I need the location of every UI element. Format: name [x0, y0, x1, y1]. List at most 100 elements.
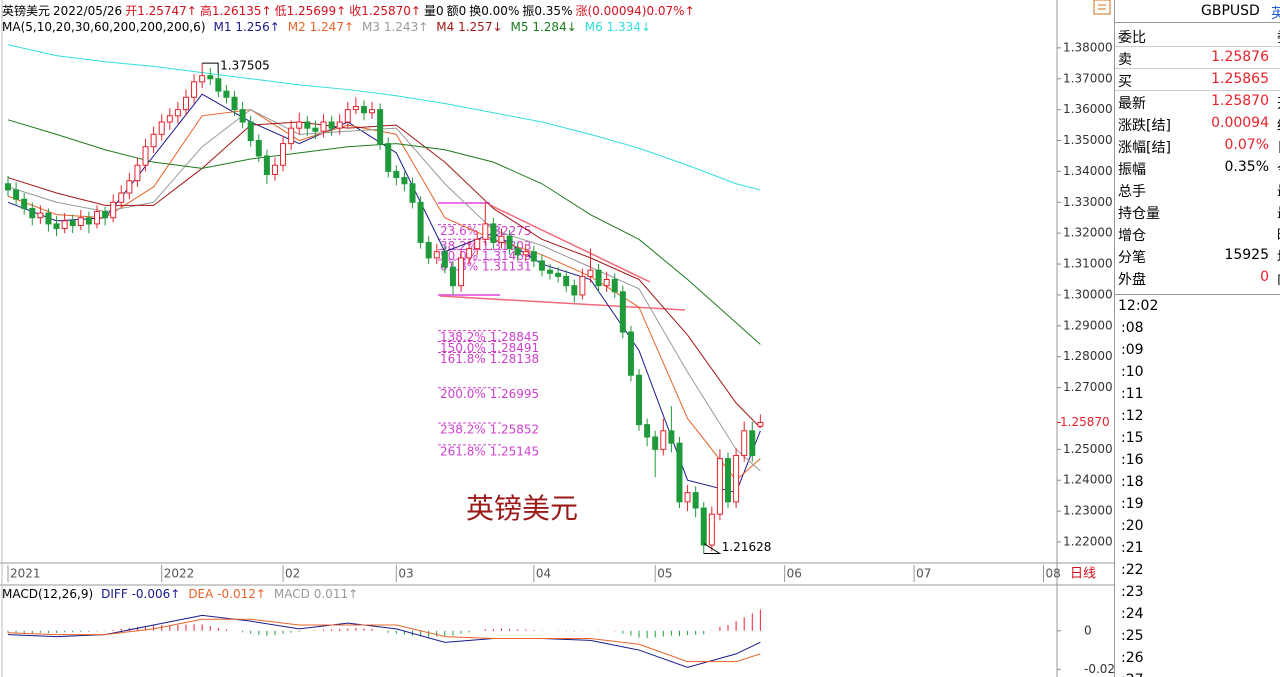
ma-legend-item: M5 1.284↓: [511, 20, 577, 34]
candle-body: [280, 143, 287, 166]
row-label: 总手: [1118, 184, 1146, 200]
candle-body: [29, 207, 36, 219]
candle-body: [215, 78, 222, 92]
tick-time: :12: [1121, 408, 1144, 424]
candle-body: [377, 109, 384, 145]
header-field: 振0.35%: [522, 4, 573, 18]
fib-label: 261.8% 1.25145: [440, 444, 539, 458]
candle-body: [247, 121, 254, 142]
series-name: DEA: [188, 587, 214, 601]
row-tail: 委: [1277, 27, 1280, 47]
candle-body: [708, 513, 715, 546]
candle-body: [134, 164, 141, 182]
row-value: 0.35%: [1224, 159, 1269, 175]
quote-row: 振幅 0.35% 今: [1115, 156, 1280, 178]
toggle-icon[interactable]: [1093, 0, 1111, 15]
ma-line: [7, 109, 761, 472]
ma-name: M1: [213, 20, 232, 34]
candle-body: [288, 127, 295, 145]
plot: 1.38000 1.37000 1.36000 1.35000 1.34000 1.330…: [5, 40, 1114, 676]
x-tick-label: 08: [1046, 567, 1061, 581]
quote-row: 总手 最: [1115, 178, 1280, 200]
tick-time: :16: [1121, 452, 1144, 468]
candle-body: [255, 140, 262, 157]
ma-name: M4: [436, 20, 455, 34]
row-label: 分笔: [1118, 250, 1146, 266]
x-tick-label: 03: [398, 567, 413, 581]
annotation-leader: [202, 62, 219, 74]
header-field: 高1.26135↑: [199, 4, 272, 18]
quote-row: 涨跌[结] 0.00094 结: [1115, 112, 1280, 134]
chart: 1.38000 1.37000 1.36000 1.35000 1.34000 1.330…: [0, 0, 1114, 677]
x-tick-label: 06: [787, 567, 802, 581]
candle-body: [441, 251, 448, 268]
y-tick-label: 1.33000: [1063, 195, 1113, 209]
quote-row: 最新 1.25870 开: [1115, 90, 1280, 112]
candle-body: [150, 133, 157, 148]
quote-row: 持仓量 最: [1115, 200, 1280, 222]
candle-body: [482, 223, 489, 240]
candle-body: [627, 331, 634, 376]
candle-body: [611, 278, 618, 293]
tick-time: :27: [1121, 672, 1144, 677]
panel-header: GBPUSD 英: [1115, 0, 1280, 23]
series-name: MACD: [273, 587, 310, 601]
ma-value: 1.256↑: [235, 20, 280, 34]
row-tail: 开: [1277, 93, 1280, 113]
x-tick-label: 07: [916, 567, 931, 581]
quote-row: 增仓 昨: [1115, 222, 1280, 244]
candle-body: [77, 217, 84, 226]
candle-body: [571, 285, 578, 296]
x-tick-label: 05: [657, 567, 672, 581]
candle-body: [158, 121, 165, 135]
y-tick-label: 1.28000: [1063, 349, 1113, 363]
ma-value: 1.334↓: [606, 20, 652, 34]
divider: [1115, 294, 1280, 295]
y-tick-label: 1.34000: [1063, 164, 1113, 178]
candle-body: [85, 217, 92, 225]
candle-body: [393, 170, 400, 179]
y-tick-label: 1.36000: [1063, 102, 1113, 116]
tick-time: :11: [1121, 386, 1144, 402]
row-tail: 内: [1277, 269, 1280, 289]
candle-body: [409, 183, 416, 203]
ma-value: 1.257↓: [458, 20, 503, 34]
candle-body: [45, 212, 52, 225]
series-value: -0.006↑: [131, 587, 181, 601]
candle-body: [684, 492, 691, 503]
candle-body: [741, 430, 748, 457]
candle-body: [61, 220, 68, 230]
y-tick-label: 1.35000: [1063, 133, 1113, 147]
candle-body: [547, 269, 554, 274]
y-tick-label: 1.32000: [1063, 226, 1113, 240]
symbol: GBPUSD: [1201, 3, 1260, 19]
series-value: 0.011↑: [313, 587, 359, 601]
row-label: 卖: [1118, 52, 1132, 68]
x-tick-label: 2022: [164, 567, 195, 581]
candle-body: [563, 275, 570, 287]
candle-body: [587, 269, 594, 277]
ma-legend: MA(5,10,20,30,60,200,200,200,6) M1 1.256↑…: [2, 20, 651, 34]
candle-body: [344, 109, 351, 123]
candle-body: [271, 164, 278, 175]
trend-line: [439, 295, 686, 311]
candle-body: [603, 278, 610, 287]
candle-body: [69, 220, 76, 226]
candle-body: [425, 241, 432, 259]
macd-legend: MACD(12,26,9) DIFF -0.006↑ DEA -0.012↑ MACD…: [2, 587, 358, 601]
macd-line: [7, 614, 761, 668]
candle-body: [385, 143, 392, 172]
annotation-label: 1.21628: [722, 540, 772, 554]
row-tail: 结: [1277, 115, 1280, 135]
row-value: 15925: [1224, 247, 1269, 263]
candle-body: [538, 260, 545, 271]
candle-body: [182, 96, 189, 111]
candle-body: [296, 121, 303, 129]
candle-body: [716, 458, 723, 515]
tick-time: :25: [1121, 628, 1144, 644]
tick-time: :24: [1121, 606, 1144, 622]
y-tick-label: 1.22000: [1063, 534, 1113, 548]
y-tick-label: 0: [1084, 623, 1092, 637]
tick-time: :21: [1121, 540, 1144, 556]
